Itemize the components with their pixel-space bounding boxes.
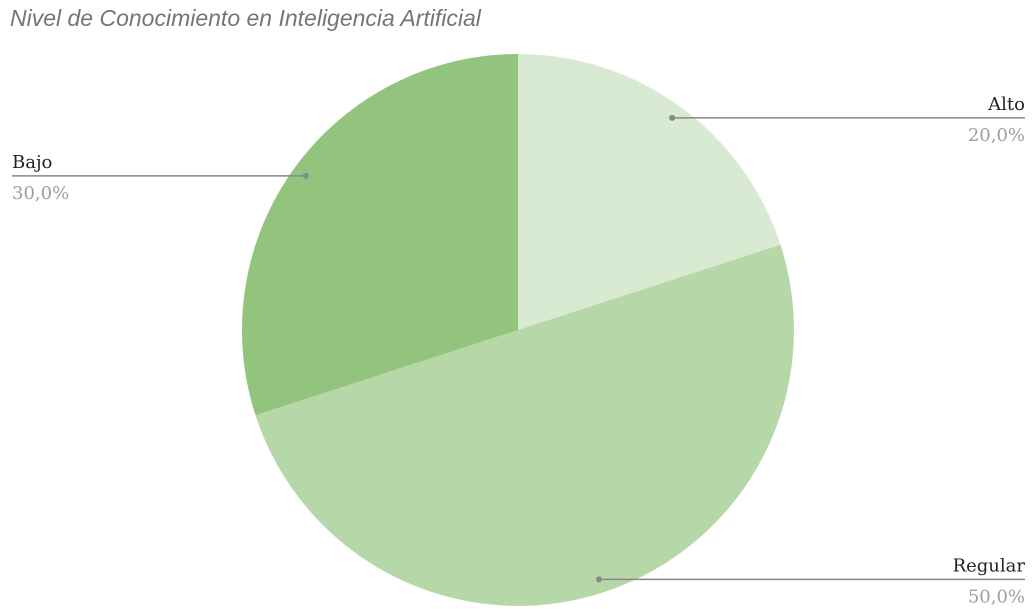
leader-dot: [596, 576, 603, 583]
pie-slice: [255, 244, 794, 606]
slice-label: Regular: [953, 555, 1026, 576]
pie-slice: [242, 54, 518, 416]
chart-title: Nivel de Conocimiento en Inteligencia Ar…: [10, 5, 482, 31]
slice-value: 30,0%: [12, 183, 69, 204]
slice-label: Alto: [987, 94, 1025, 115]
leader-dot: [302, 172, 309, 179]
slice-label: Bajo: [12, 152, 52, 173]
leader-dot: [669, 114, 676, 121]
slice-value: 50,0%: [968, 586, 1025, 607]
pie-slice: [518, 54, 781, 330]
slice-value: 20,0%: [968, 125, 1025, 146]
